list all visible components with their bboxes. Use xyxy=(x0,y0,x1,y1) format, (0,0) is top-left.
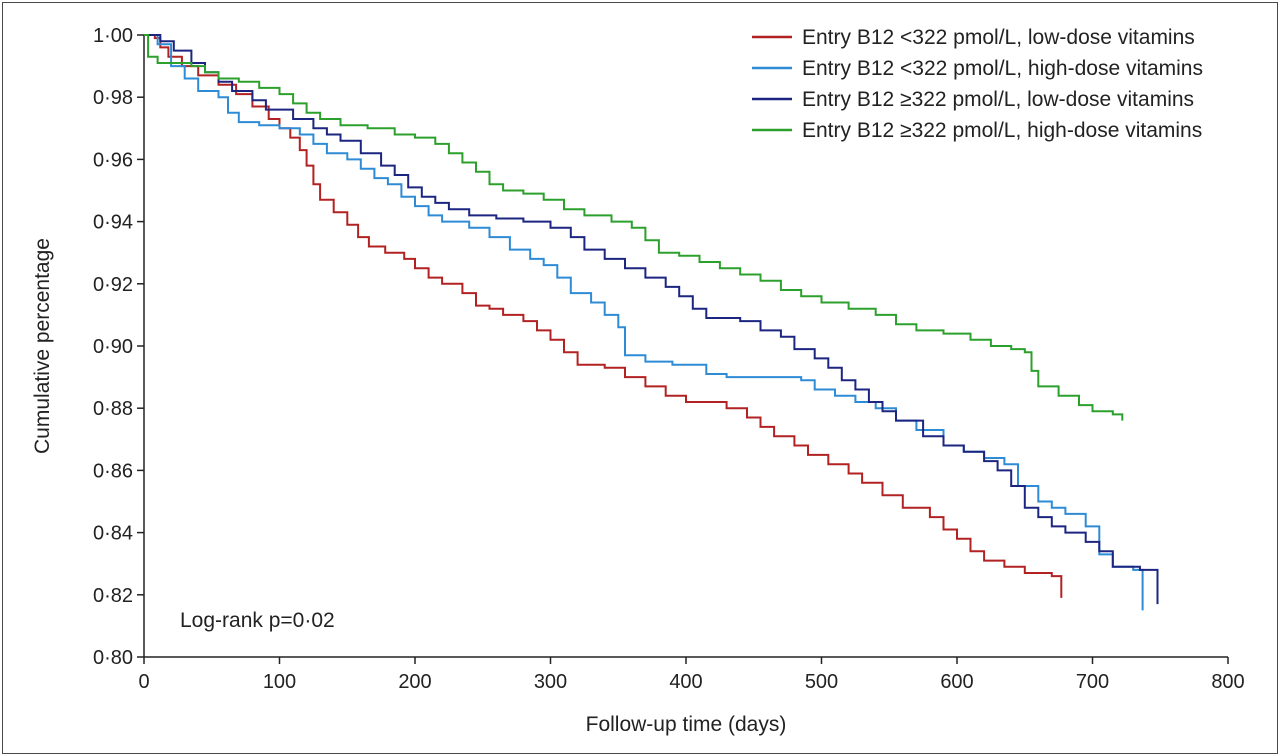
series-line-1 xyxy=(144,34,1063,598)
y-tick-label: 0·98 xyxy=(93,87,133,109)
y-tick-label: 0·84 xyxy=(93,523,133,545)
x-tick-label: 800 xyxy=(1211,671,1244,693)
series-layer xyxy=(144,34,1159,611)
x-tick-label: 700 xyxy=(1076,671,1109,693)
x-tick-label: 500 xyxy=(805,671,838,693)
axes: 0 100 200 300 400 500 600 700 800 0·800·820·840·… xyxy=(93,25,1245,693)
x-ticks: 0 100 200 300 400 500 600 700 800 xyxy=(138,657,1245,693)
y-tick-label: 0·82 xyxy=(93,585,133,607)
x-tick-label: 400 xyxy=(669,671,702,693)
y-tick-label: 0·80 xyxy=(93,647,133,669)
y-ticks: 0·80 0·82 0·84 0·86 0·88 0·90 0·92 0·94 0·96 0·98… xyxy=(93,25,144,669)
legend: Entry B12 <322 pmol/L, low-dose vitamins… xyxy=(752,26,1203,142)
x-axis-label: Follow-up time (days) xyxy=(586,713,787,736)
y-tick-label: 0·96 xyxy=(93,149,133,171)
y-tick-label: 1·00 xyxy=(93,25,133,47)
legend-label-3: Entry B12 ≥322 pmol/L, low-dose vitamins xyxy=(802,88,1194,111)
x-tick-label: 600 xyxy=(940,671,973,693)
x-tick-label: 300 xyxy=(534,671,567,693)
y-tick-label: 0·88 xyxy=(93,398,133,420)
y-tick-label: 0·94 xyxy=(93,212,133,234)
legend-label-1: Entry B12 <322 pmol/L, low-dose vitamins xyxy=(802,26,1195,49)
legend-label-4: Entry B12 ≥322 pmol/L, high-dose vitamin… xyxy=(802,119,1202,142)
legend-label-2: Entry B12 <322 pmol/L, high-dose vitamin… xyxy=(802,57,1203,80)
series-line-2 xyxy=(144,34,1144,611)
x-tick-label: 100 xyxy=(263,671,296,693)
series-line-4 xyxy=(144,34,1124,421)
log-rank-annotation: Log-rank p=0·02 xyxy=(180,609,335,632)
y-axis-label: Cumulative percentage xyxy=(31,238,54,454)
x-tick-label: 0 xyxy=(138,671,149,693)
x-tick-label: 200 xyxy=(398,671,431,693)
series-line-3 xyxy=(144,34,1159,605)
y-tick-label: 0·90 xyxy=(93,336,133,358)
y-tick-label: 0·92 xyxy=(93,274,133,296)
y-tick-label: 0·86 xyxy=(93,460,133,482)
